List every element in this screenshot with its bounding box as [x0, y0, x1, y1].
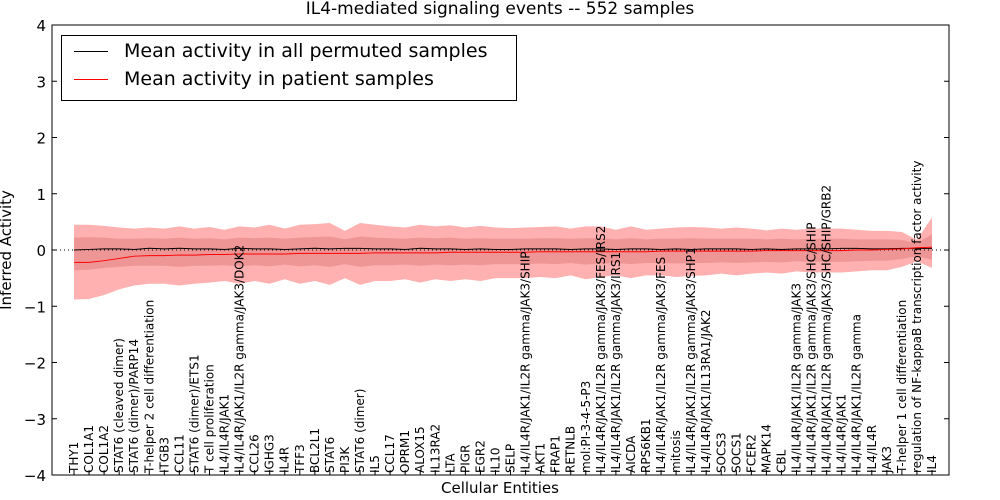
x-tick-label: MAPK14: [759, 424, 773, 473]
x-tick-label: CCL26: [248, 434, 262, 473]
x-tick-label: IL4R: [278, 447, 292, 473]
y-tick-label: 3: [36, 73, 46, 91]
x-tick-label: IGHG3: [263, 434, 277, 473]
legend-item-permuted: Mean activity in all permuted samples: [62, 38, 516, 66]
x-tick-label: COL1A2: [97, 425, 111, 473]
x-tick-label: IL4/IL4R/JAK1/IL2R gamma/JAK3/FES/IRS2: [594, 226, 608, 473]
chart-title: IL4-mediated signaling events -- 552 sam…: [306, 0, 695, 19]
x-tick-label: IL5: [368, 455, 382, 473]
x-tick-label: STAT6 (cleaved dimer): [112, 338, 126, 473]
x-tick-label: IL4/IL4R/JAK1/IL2R gamma: [850, 314, 864, 473]
x-tick-label: STAT6 (dimer): [353, 389, 367, 473]
x-tick-label: PIGR: [458, 445, 472, 473]
x-tick-label: T cell proliferation: [202, 364, 216, 474]
legend-label-patient: Mean activity in patient samples: [124, 68, 434, 90]
y-tick-label: −2: [24, 355, 46, 373]
x-tick-label: IL4/IL4R: [865, 425, 879, 473]
series-line-patient: [74, 246, 933, 263]
x-tick-label: IL4: [925, 455, 939, 473]
legend: Mean activity in all permuted samples Me…: [61, 35, 517, 101]
legend-swatch-permuted: [74, 51, 108, 52]
x-tick-label: TFF3: [293, 444, 307, 474]
x-tick-label: IL4/IL4R/JAK1: [218, 394, 232, 473]
x-tick-label: SOCS3: [714, 432, 728, 473]
x-tick-label: ITGB3: [157, 437, 171, 473]
x-tick-label: CBL: [774, 449, 788, 473]
x-tick-label: OPRM1: [398, 430, 412, 473]
x-tick-label: LTA: [443, 453, 457, 473]
x-tick-label: T-helper 2 cell differentiation: [142, 300, 156, 474]
x-tick-label: EGR2: [473, 440, 487, 473]
x-tick-label: T-helper 1 cell differentiation: [895, 300, 909, 474]
x-tick-label: AKT1: [534, 443, 548, 473]
legend-label-permuted: Mean activity in all permuted samples: [124, 40, 488, 62]
y-axis-label: Inferred Activity: [0, 190, 15, 310]
x-tick-label: IL4/IL4R/JAK1/IL2R gamma/JAK3/SHC/SHIP/G…: [820, 185, 834, 473]
x-tick-label: IL4/IL4R/JAK1/IL13RA1/JAK2: [699, 310, 713, 474]
x-tick-label: STAT6 (dimer)/PARP14: [127, 339, 141, 473]
x-tick-label: mol:PI-3-4-5-P3: [579, 381, 593, 473]
x-tick-label: IL4/IL4R/JAK1/IL2R gamma/JAK3/SHIP: [519, 252, 533, 473]
x-axis-label: Cellular Entities: [441, 479, 559, 497]
x-tick-label: IL4/IL4R/JAK1/IL2R gamma/JAK3/FES: [654, 257, 668, 473]
x-tick-label: IL10: [488, 448, 502, 474]
y-tick-label: 0: [36, 242, 46, 260]
y-tick-label: −3: [24, 411, 46, 429]
y-tick-label: 2: [36, 130, 46, 148]
legend-item-patient: Mean activity in patient samples: [62, 66, 516, 94]
x-tick-label: STAT6 (dimer)/ETS1: [187, 354, 201, 473]
x-axis: THY1 COL1A1 COL1A2 STAT6 (cleaved dimer) STA…: [67, 161, 939, 475]
x-tick-label: THY1: [67, 442, 81, 474]
x-tick-label: FCER2: [744, 434, 758, 473]
x-tick-label: RETNLB: [564, 426, 578, 473]
x-tick-label: COL1A1: [82, 425, 96, 473]
y-tick-label: 1: [36, 186, 46, 204]
y-tick-label: 4: [36, 17, 46, 35]
x-tick-label: IL4/IL4R/JAK1/IL2R gamma/JAK3/SHP1: [684, 247, 698, 473]
x-tick-label: BCL2L1: [308, 428, 322, 473]
x-tick-label: mitosis: [669, 430, 683, 473]
x-tick-label: SELP: [504, 444, 518, 473]
y-tick-label: −4: [24, 467, 46, 485]
x-tick-label: CCL17: [383, 434, 397, 473]
series-line-permuted: [73, 247, 932, 251]
x-tick-label: RPS6KB1: [639, 418, 653, 473]
x-tick-label: PI3K: [338, 446, 352, 473]
x-tick-label: SOCS1: [729, 432, 743, 473]
x-tick-label: IL13RA2: [428, 424, 442, 473]
x-tick-label: regulation of NF-kappaB transcription fa…: [910, 161, 924, 473]
x-tick-label: IL4/IL4R/JAK1/IL2R gamma/JAK3/DOK2: [233, 245, 247, 473]
x-tick-label: AICDA: [624, 435, 638, 473]
x-tick-label: IL4/IL4R/JAK1: [835, 394, 849, 473]
y-tick-label: −1: [24, 298, 46, 316]
y-axis: −4 −3 −2 −1 0 1 2 3 4: [24, 17, 949, 485]
x-tick-label: IL4/IL4R/JAK1/IL2R gamma/JAK3/IRS1: [609, 252, 623, 473]
x-tick-label: IL4/IL4R/JAK1/IL2R gamma/JAK3/SHC/SHIP: [805, 222, 819, 473]
legend-swatch-patient: [74, 79, 108, 80]
x-tick-label: IL4/IL4R/JAK1/IL2R gamma/JAK3: [790, 283, 804, 473]
x-tick-label: ALOX15: [413, 426, 427, 473]
x-tick-label: JAK3: [880, 446, 894, 474]
x-tick-label: FRAP1: [549, 435, 563, 473]
x-tick-label: CCL11: [172, 434, 186, 473]
series-lines: [52, 246, 949, 263]
x-tick-label: STAT6: [323, 437, 337, 473]
